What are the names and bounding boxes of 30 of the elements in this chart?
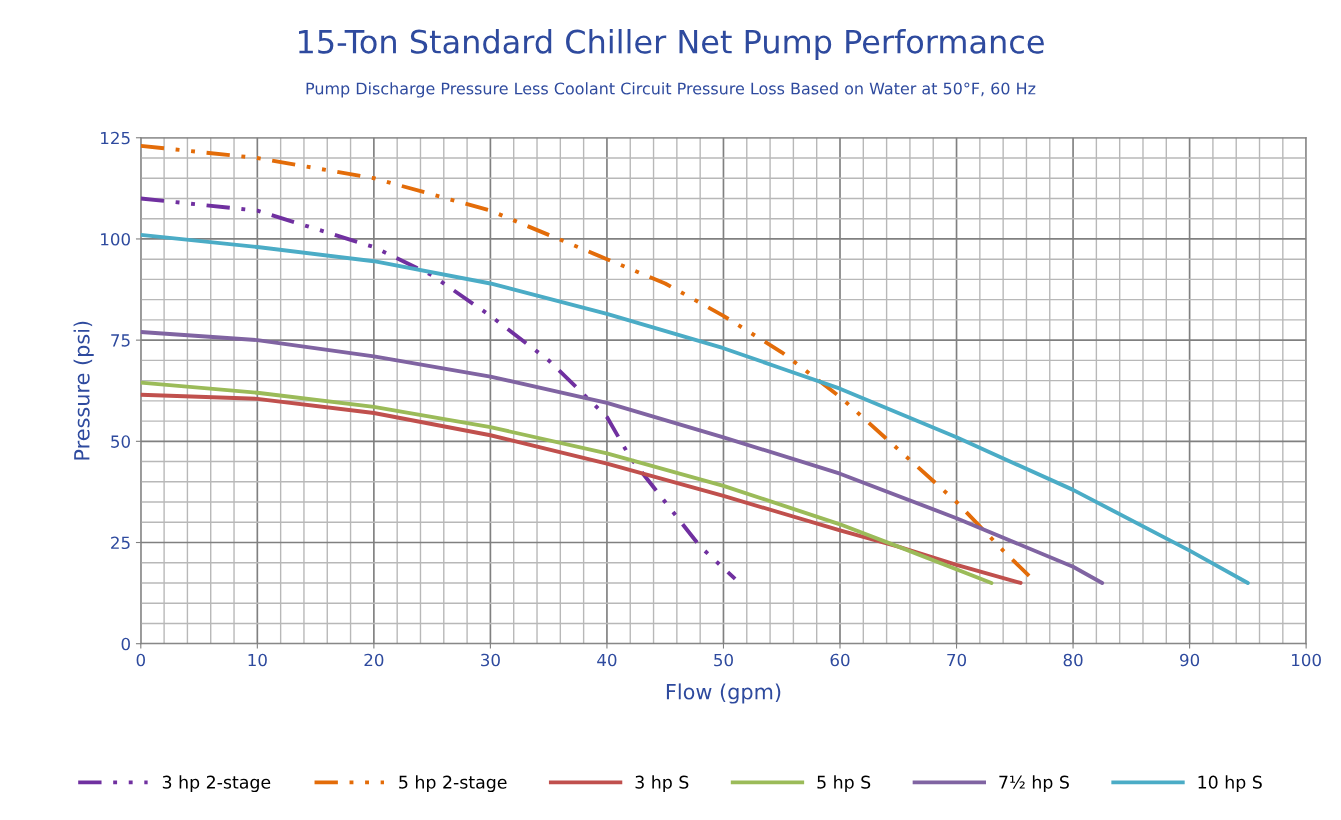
line-series <box>140 330 1105 585</box>
legend-label: 7½ hp S <box>999 775 1069 793</box>
x-tick-label: 50 <box>714 653 733 667</box>
chart-title: 15-Ton Standard Chiller Net Pump Performance <box>299 29 1044 60</box>
y-tick-label: 0 <box>121 637 130 651</box>
y-tick-label: 100 <box>101 232 130 246</box>
legend-label: 5 hp S <box>817 775 871 793</box>
y-tick-label: 125 <box>101 131 130 145</box>
y-tick-label: 25 <box>111 536 130 550</box>
x-tick-label: 40 <box>597 653 617 667</box>
x-tick-label: 90 <box>1180 653 1200 667</box>
y-axis-title: Pressure (psi) <box>73 321 94 460</box>
legend-label: 5 hp 2-stage <box>399 775 507 793</box>
legend-label: 10 hp S <box>1198 775 1262 793</box>
x-tick-label: 70 <box>947 653 967 667</box>
x-axis-title: Flow (gpm) <box>666 683 781 704</box>
legend-label: 3 hp 2-stage <box>162 775 271 793</box>
x-tick-label: 80 <box>1063 653 1083 667</box>
legend-label: 3 hp S <box>635 775 689 793</box>
x-tick-label: 20 <box>364 653 384 667</box>
chart-subtitle: Pump Discharge Pressure Less Coolant Circuit Pressure Loss Based on Water at 50°F, 60 Hz <box>306 82 1036 98</box>
x-tick-label: 30 <box>481 653 500 667</box>
x-tick-label: 0 <box>136 653 145 667</box>
x-tick-label: 10 <box>248 653 267 667</box>
x-tick-label: 60 <box>830 653 850 667</box>
y-tick-label: 50 <box>111 435 130 448</box>
y-tick-label: 75 <box>111 334 130 347</box>
line-series <box>140 232 1250 585</box>
x-tick-label: 100 <box>1292 653 1321 667</box>
line-series <box>140 196 738 581</box>
